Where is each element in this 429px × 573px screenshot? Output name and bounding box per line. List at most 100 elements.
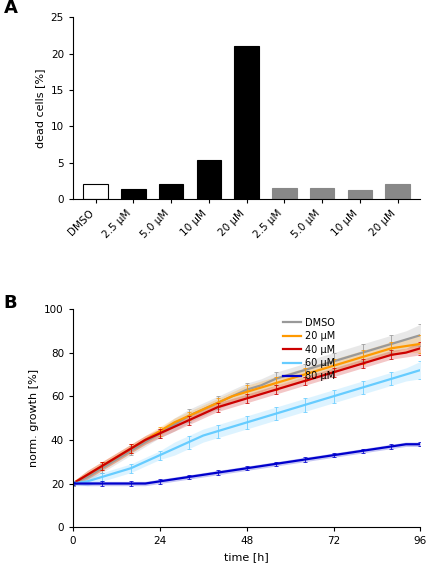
- X-axis label: time [h]: time [h]: [224, 552, 269, 562]
- 20 μM: [317, 367, 322, 374]
- Bar: [121, 189, 145, 199]
- 60 μM: [230, 423, 235, 430]
- 60 μM: [317, 397, 322, 404]
- 40 μM: [317, 373, 322, 380]
- 60 μM: [172, 445, 177, 452]
- 60 μM: [375, 380, 380, 387]
- DMSO: [345, 354, 350, 360]
- 80 μM: [345, 450, 350, 457]
- 20 μM: [143, 437, 148, 444]
- 40 μM: [331, 369, 336, 376]
- 80 μM: [317, 454, 322, 461]
- 60 μM: [360, 384, 365, 391]
- 20 μM: [172, 419, 177, 426]
- 80 μM: [201, 472, 206, 478]
- 40 μM: [143, 437, 148, 444]
- Bar: [234, 46, 259, 199]
- 20 μM: [375, 349, 380, 356]
- 80 μM: [230, 467, 235, 474]
- 80 μM: [302, 456, 307, 463]
- DMSO: [259, 382, 264, 389]
- 80 μM: [70, 480, 76, 487]
- 40 μM: [201, 410, 206, 417]
- 20 μM: [273, 380, 278, 387]
- 20 μM: [114, 454, 119, 461]
- 20 μM: [215, 399, 221, 406]
- 20 μM: [70, 480, 76, 487]
- DMSO: [157, 430, 162, 437]
- 40 μM: [230, 399, 235, 406]
- DMSO: [215, 399, 221, 406]
- Line: 20 μM: 20 μM: [73, 344, 420, 484]
- 60 μM: [331, 393, 336, 400]
- 60 μM: [259, 415, 264, 422]
- DMSO: [244, 386, 249, 393]
- 20 μM: [403, 343, 408, 350]
- Bar: [272, 188, 297, 199]
- 80 μM: [287, 458, 293, 465]
- 20 μM: [331, 362, 336, 369]
- Text: A: A: [3, 0, 17, 17]
- 60 μM: [128, 465, 133, 472]
- 80 μM: [259, 462, 264, 469]
- Legend: DMSO, 20 μM, 40 μM, 60 μM, 80 μM: DMSO, 20 μM, 40 μM, 60 μM, 80 μM: [279, 314, 339, 385]
- 80 μM: [172, 476, 177, 482]
- 80 μM: [418, 441, 423, 448]
- 60 μM: [70, 480, 76, 487]
- DMSO: [389, 340, 394, 347]
- Line: 80 μM: 80 μM: [73, 444, 420, 484]
- 80 μM: [273, 461, 278, 468]
- 40 μM: [186, 417, 191, 423]
- Text: B: B: [3, 294, 17, 312]
- 60 μM: [100, 473, 105, 480]
- DMSO: [418, 332, 423, 339]
- DMSO: [331, 358, 336, 365]
- 60 μM: [403, 371, 408, 378]
- 80 μM: [186, 473, 191, 480]
- DMSO: [85, 473, 90, 480]
- 20 μM: [100, 462, 105, 469]
- 40 μM: [418, 345, 423, 352]
- Bar: [83, 184, 108, 199]
- 40 μM: [100, 462, 105, 469]
- DMSO: [186, 413, 191, 419]
- 20 μM: [244, 388, 249, 395]
- 40 μM: [403, 349, 408, 356]
- DMSO: [230, 393, 235, 400]
- 20 μM: [360, 354, 365, 360]
- 60 μM: [85, 478, 90, 485]
- 40 μM: [259, 391, 264, 398]
- 40 μM: [360, 360, 365, 367]
- DMSO: [172, 421, 177, 428]
- DMSO: [143, 439, 148, 446]
- 60 μM: [345, 388, 350, 395]
- 40 μM: [172, 423, 177, 430]
- 40 μM: [244, 395, 249, 402]
- 60 μM: [201, 432, 206, 439]
- 20 μM: [128, 445, 133, 452]
- 40 μM: [85, 472, 90, 478]
- 80 μM: [244, 465, 249, 472]
- 60 μM: [389, 375, 394, 382]
- DMSO: [201, 406, 206, 413]
- DMSO: [70, 480, 76, 487]
- 20 μM: [345, 358, 350, 365]
- 40 μM: [302, 378, 307, 384]
- 80 μM: [331, 452, 336, 458]
- Line: DMSO: DMSO: [73, 335, 420, 484]
- 60 μM: [244, 419, 249, 426]
- 20 μM: [186, 413, 191, 419]
- 80 μM: [143, 480, 148, 487]
- 20 μM: [389, 345, 394, 352]
- 60 μM: [287, 406, 293, 413]
- 20 μM: [201, 406, 206, 413]
- Line: 40 μM: 40 μM: [73, 348, 420, 484]
- 60 μM: [215, 427, 221, 434]
- Y-axis label: dead cells [%]: dead cells [%]: [35, 68, 45, 148]
- Bar: [310, 188, 335, 199]
- Bar: [196, 160, 221, 199]
- 80 μM: [403, 441, 408, 448]
- 60 μM: [114, 469, 119, 476]
- DMSO: [360, 349, 365, 356]
- 60 μM: [418, 367, 423, 374]
